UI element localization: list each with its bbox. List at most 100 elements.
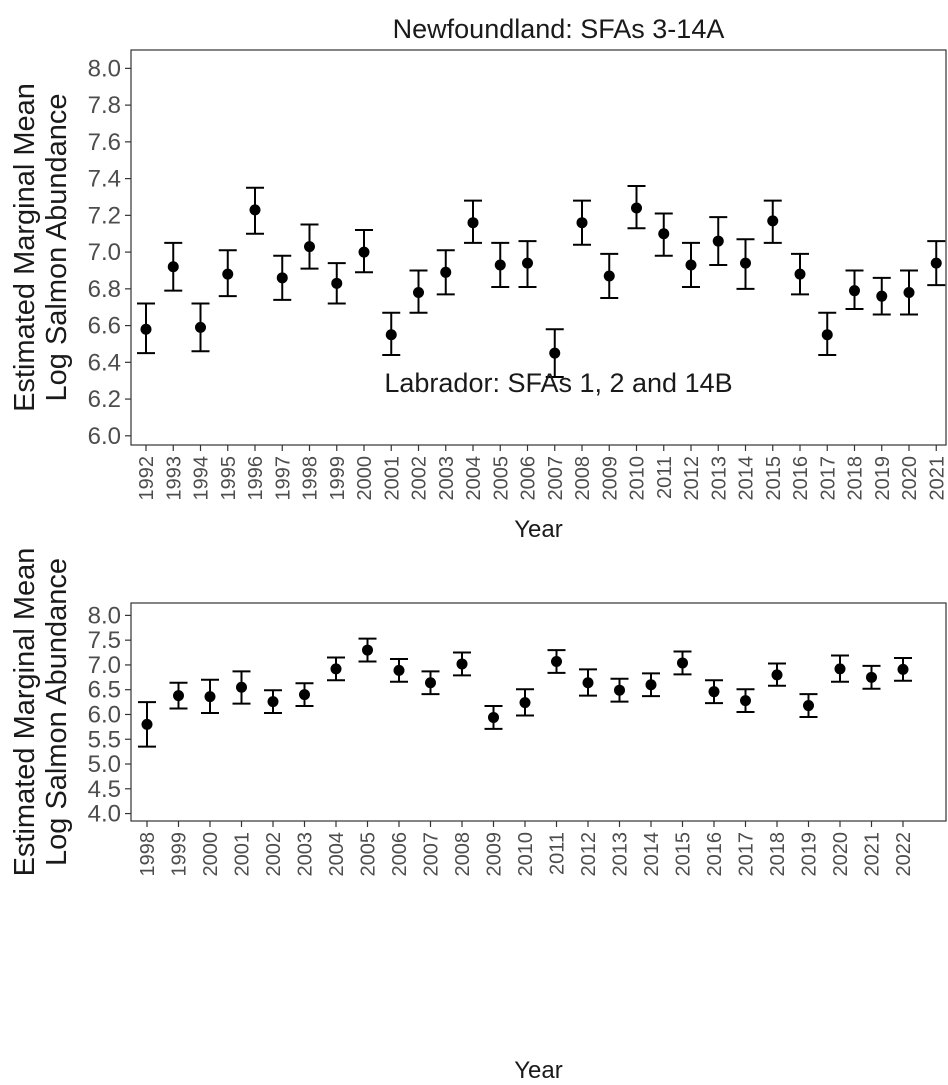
- panel-2-x-tick-label: 2016: [704, 832, 726, 877]
- panel-1-x-tick-label: 2003: [436, 456, 458, 501]
- panel-2-title: Labrador: SFAs 1, 2 and 14B: [384, 368, 732, 398]
- panel-1-x-tick-label: 2021: [926, 456, 948, 501]
- panel-2-data-point: [456, 658, 468, 670]
- panel-1-y-tick-label: 7.0: [88, 239, 121, 266]
- panel-1-title: Newfoundland: SFAs 3-14A: [393, 14, 725, 44]
- panel-1-x-tick-label: 2018: [845, 456, 867, 501]
- panel-1-x-tick-label: 2020: [899, 456, 921, 501]
- panel-2-x-tick-label: 2011: [547, 832, 569, 875]
- panel-1-y-tick-label: 6.8: [88, 276, 121, 303]
- panel-2-x-tick-label: 2002: [263, 832, 285, 877]
- panel-1-data-point: [603, 270, 615, 282]
- panel-1-data-point: [685, 259, 697, 271]
- panel-2-x-tick-label: 2018: [767, 832, 789, 877]
- panel-2-data-point: [488, 711, 499, 723]
- panel-2-data-point: [708, 686, 720, 698]
- panel-2-data-point: [204, 691, 216, 703]
- panel-1-data-point: [821, 329, 833, 341]
- panel-2-x-tick-label: 2000: [200, 832, 222, 877]
- panel-1-y-tick-label: 6.0: [88, 423, 121, 450]
- panel-1-data-point: [467, 217, 479, 229]
- panel-1-data-point: [740, 257, 751, 269]
- panel-1-data-point: [249, 204, 261, 216]
- panel-1-x-tick-label: 1995: [218, 456, 240, 501]
- panel-1-data-point: [276, 272, 288, 284]
- panel-1-data-point: [576, 217, 588, 229]
- panel-2-x-axis-label: Year: [514, 1057, 563, 1084]
- panel-1-x-tick-label: 2000: [354, 456, 376, 501]
- panel-1-y-tick-label: 8.0: [88, 55, 121, 82]
- panel-2-data-point: [330, 663, 342, 675]
- panel-2-y-tick-label: 4.5: [88, 776, 121, 803]
- panel-2-data-point: [299, 689, 310, 701]
- panel-1-x-tick-label: 2007: [545, 456, 567, 501]
- panel-1-x-tick-label: 2012: [681, 456, 703, 501]
- panel-1-x-tick-label: 2015: [763, 456, 785, 501]
- panel-1-x-tick-label: 2008: [572, 456, 594, 501]
- panel-2-x-tick-label: 2009: [484, 832, 506, 877]
- panel-2-x-tick-label: 2003: [295, 832, 317, 877]
- panel-2-x-tick-label: 2014: [641, 832, 663, 877]
- panel-1-x-tick-label: 2016: [790, 456, 812, 501]
- panel-2-x-tick-label: 2010: [515, 832, 537, 877]
- panel-1-y-tick-label: 6.4: [88, 349, 121, 376]
- panel-1-y-tick-label: 6.6: [88, 313, 121, 340]
- panel-1-x-tick-label: 1994: [191, 456, 213, 501]
- panel-2-y-tick-label: 5.0: [88, 751, 121, 778]
- panel-2-data-point: [173, 690, 184, 702]
- panel-1-data-point: [658, 228, 670, 240]
- panel-1-x-tick-label: 2004: [463, 456, 485, 501]
- panel-2-x-tick-label: 2006: [389, 832, 411, 877]
- panel-2-data-point: [614, 684, 625, 696]
- panel-2-x-tick-label: 2007: [421, 832, 443, 877]
- panel-1-data-point: [849, 285, 860, 297]
- panel-2-y-axis-label-1: Estimated Marginal Mean: [9, 548, 41, 877]
- panel-1-x-tick-label: 1999: [327, 456, 349, 501]
- panel-2-data-point: [582, 677, 594, 689]
- panel-2-x-tick-label: 2001: [232, 832, 254, 877]
- panel-1-data-point: [876, 290, 888, 302]
- panel-1-x-tick-label: 2005: [490, 456, 512, 501]
- panel-2-x-tick-label: 2017: [736, 832, 758, 877]
- panel-1-data-point: [494, 259, 506, 271]
- panel-1-x-tick-label: 2001: [381, 456, 403, 501]
- panel-2-data-point: [834, 663, 846, 675]
- panel-1-y-axis-label-1: Estimated Marginal Mean: [9, 83, 41, 412]
- panel-1-data-point: [794, 268, 806, 280]
- panel-2-data-point: [393, 664, 405, 676]
- panel-2-x-tick-label: 1998: [137, 832, 159, 877]
- panel-1-x-tick-label: 2002: [409, 456, 431, 501]
- panel-2-x-tick-label: 2019: [799, 832, 821, 877]
- panel-1-y-tick-label: 7.8: [88, 92, 121, 119]
- panel-2-data-point: [740, 695, 751, 707]
- panel-1-x-tick-label: 1992: [136, 456, 158, 501]
- panel-1-data-point: [358, 246, 370, 258]
- panel-2-y-axis-label-2: Log Salmon Abundance: [41, 558, 73, 866]
- panel-2-x-tick-label: 2004: [326, 832, 348, 877]
- panel-1-data-point: [222, 268, 234, 280]
- panel-1-data-point: [930, 257, 942, 269]
- panel-2-y-tick-label: 6.0: [88, 701, 121, 728]
- panel-1-plot-frame: [130, 49, 947, 446]
- panel-2-data-point: [866, 671, 877, 683]
- panel-1-data-point: [767, 215, 779, 227]
- panel-2-data-point: [519, 697, 531, 709]
- panel-2-data-point: [645, 679, 657, 691]
- panel-2-x-tick-label: 2015: [673, 832, 695, 877]
- panel-1-data-point: [385, 329, 397, 341]
- panel-2-x-tick-label: 2020: [830, 832, 852, 877]
- panel-1-data-point: [712, 235, 724, 247]
- panel-1-y-axis-label-2: Log Salmon Abundance: [41, 94, 73, 402]
- panel-1-x-tick-label: 2006: [518, 456, 540, 501]
- panel-2-y-tick-label: 7.5: [88, 627, 121, 654]
- panel-1-x-tick-label: 2013: [708, 456, 730, 501]
- panel-1-data-point: [413, 287, 424, 299]
- panel-2-data-point: [362, 644, 373, 656]
- panel-1-y-tick-label: 7.6: [88, 129, 121, 156]
- panel-1-x-tick-label: 1997: [272, 456, 294, 501]
- panel-1-x-tick-label: 2010: [627, 456, 649, 501]
- panel-2-data-point: [267, 696, 279, 708]
- panel-1-y-tick-label: 7.2: [88, 202, 121, 229]
- panel-1-data-point: [440, 266, 452, 278]
